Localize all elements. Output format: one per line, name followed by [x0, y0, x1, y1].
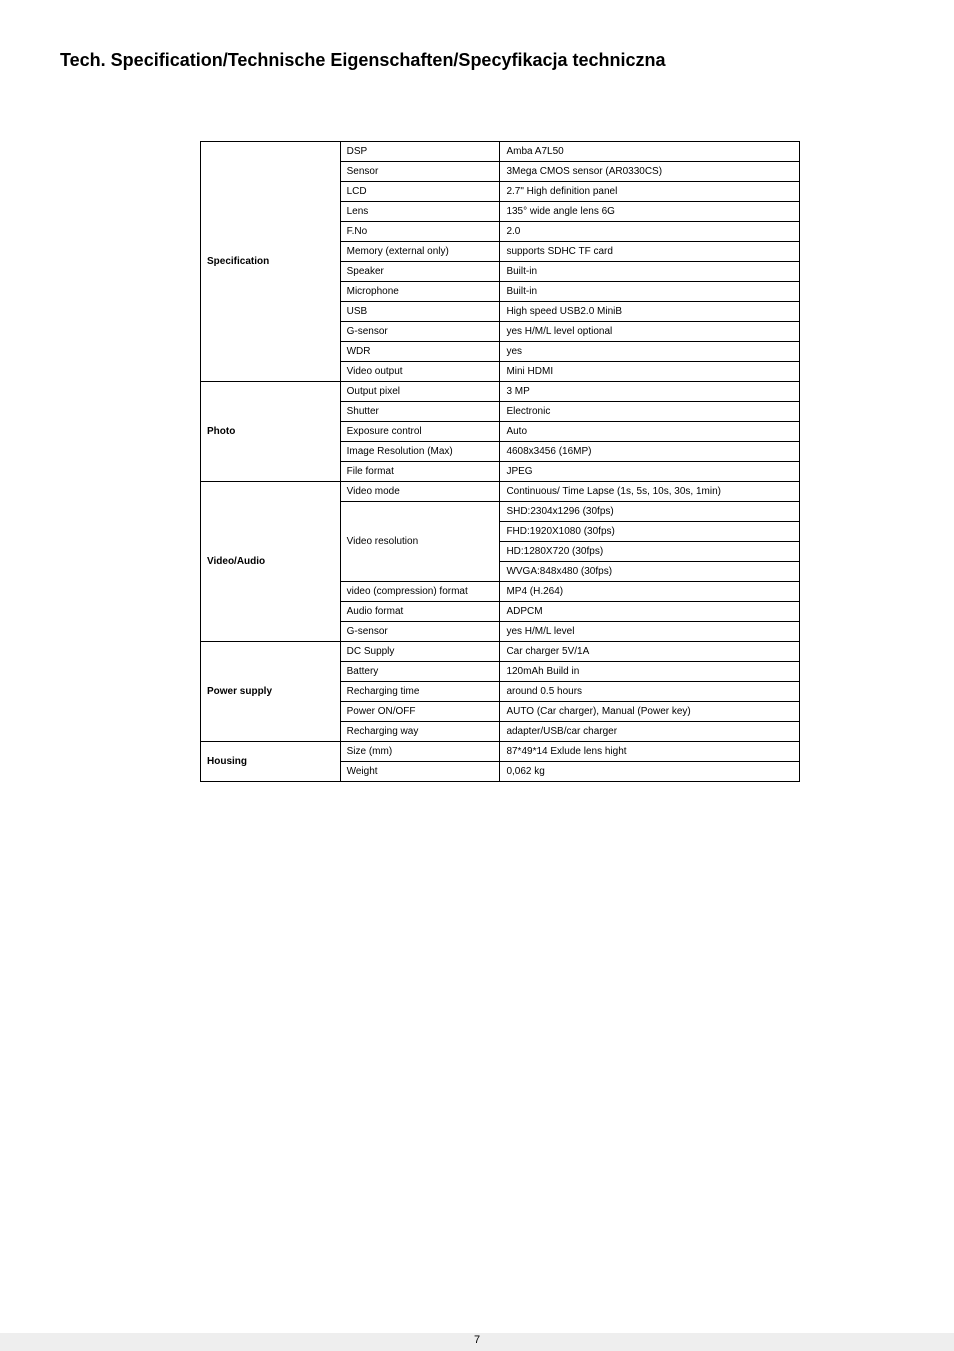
footer-bar: 7 [0, 1333, 954, 1351]
page-footer: 7 [0, 1333, 954, 1351]
table-row: HousingSize (mm)87*49*14 Exlude lens hig… [201, 742, 800, 762]
attribute-cell: video (compression) format [340, 582, 500, 602]
page-title: Tech. Specification/Technische Eigenscha… [60, 50, 894, 71]
value-cell: HD:1280X720 (30fps) [500, 542, 800, 562]
attribute-cell: G-sensor [340, 622, 500, 642]
attribute-cell: Video mode [340, 482, 500, 502]
table-row: SpecificationDSPAmba A7L50 [201, 142, 800, 162]
page-number: 7 [0, 1334, 954, 1346]
value-cell: 2.0 [500, 222, 800, 242]
category-cell: Photo [201, 382, 341, 482]
value-cell: Built-in [500, 282, 800, 302]
attribute-cell: Video resolution [340, 502, 500, 582]
attribute-cell: Video output [340, 362, 500, 382]
category-cell: Power supply [201, 642, 341, 742]
attribute-cell: DSP [340, 142, 500, 162]
value-cell: 2.7" High definition panel [500, 182, 800, 202]
attribute-cell: Microphone [340, 282, 500, 302]
attribute-cell: F.No [340, 222, 500, 242]
attribute-cell: Size (mm) [340, 742, 500, 762]
value-cell: 0,062 kg [500, 762, 800, 782]
value-cell: 120mAh Build in [500, 662, 800, 682]
value-cell: FHD:1920X1080 (30fps) [500, 522, 800, 542]
attribute-cell: Shutter [340, 402, 500, 422]
value-cell: SHD:2304x1296 (30fps) [500, 502, 800, 522]
value-cell: yes [500, 342, 800, 362]
table-row: Video/AudioVideo modeContinuous/ Time La… [201, 482, 800, 502]
attribute-cell: Sensor [340, 162, 500, 182]
value-cell: Continuous/ Time Lapse (1s, 5s, 10s, 30s… [500, 482, 800, 502]
value-cell: Mini HDMI [500, 362, 800, 382]
value-cell: supports SDHC TF card [500, 242, 800, 262]
value-cell: WVGA:848x480 (30fps) [500, 562, 800, 582]
category-cell: Housing [201, 742, 341, 782]
attribute-cell: Exposure control [340, 422, 500, 442]
attribute-cell: Output pixel [340, 382, 500, 402]
value-cell: Built-in [500, 262, 800, 282]
category-cell: Video/Audio [201, 482, 341, 642]
attribute-cell: Image Resolution (Max) [340, 442, 500, 462]
page-container: Tech. Specification/Technische Eigenscha… [0, 0, 954, 1351]
attribute-cell: LCD [340, 182, 500, 202]
value-cell: ADPCM [500, 602, 800, 622]
attribute-cell: File format [340, 462, 500, 482]
table-row: Power supplyDC SupplyCar charger 5V/1A [201, 642, 800, 662]
value-cell: 4608x3456 (16MP) [500, 442, 800, 462]
value-cell: yes H/M/L level [500, 622, 800, 642]
value-cell: adapter/USB/car charger [500, 722, 800, 742]
attribute-cell: Battery [340, 662, 500, 682]
value-cell: Amba A7L50 [500, 142, 800, 162]
category-cell: Specification [201, 142, 341, 382]
attribute-cell: Power ON/OFF [340, 702, 500, 722]
value-cell: Car charger 5V/1A [500, 642, 800, 662]
attribute-cell: Lens [340, 202, 500, 222]
specification-table: SpecificationDSPAmba A7L50Sensor3Mega CM… [200, 141, 800, 782]
value-cell: MP4 (H.264) [500, 582, 800, 602]
value-cell: 3 MP [500, 382, 800, 402]
table-row: PhotoOutput pixel3 MP [201, 382, 800, 402]
attribute-cell: USB [340, 302, 500, 322]
value-cell: 3Mega CMOS sensor (AR0330CS) [500, 162, 800, 182]
attribute-cell: DC Supply [340, 642, 500, 662]
attribute-cell: Weight [340, 762, 500, 782]
attribute-cell: Recharging way [340, 722, 500, 742]
value-cell: 87*49*14 Exlude lens hight [500, 742, 800, 762]
attribute-cell: G-sensor [340, 322, 500, 342]
value-cell: JPEG [500, 462, 800, 482]
attribute-cell: Recharging time [340, 682, 500, 702]
value-cell: yes H/M/L level optional [500, 322, 800, 342]
value-cell: around 0.5 hours [500, 682, 800, 702]
value-cell: 135° wide angle lens 6G [500, 202, 800, 222]
attribute-cell: Speaker [340, 262, 500, 282]
attribute-cell: Audio format [340, 602, 500, 622]
value-cell: Auto [500, 422, 800, 442]
value-cell: Electronic [500, 402, 800, 422]
value-cell: AUTO (Car charger), Manual (Power key) [500, 702, 800, 722]
attribute-cell: WDR [340, 342, 500, 362]
value-cell: High speed USB2.0 MiniB [500, 302, 800, 322]
attribute-cell: Memory (external only) [340, 242, 500, 262]
